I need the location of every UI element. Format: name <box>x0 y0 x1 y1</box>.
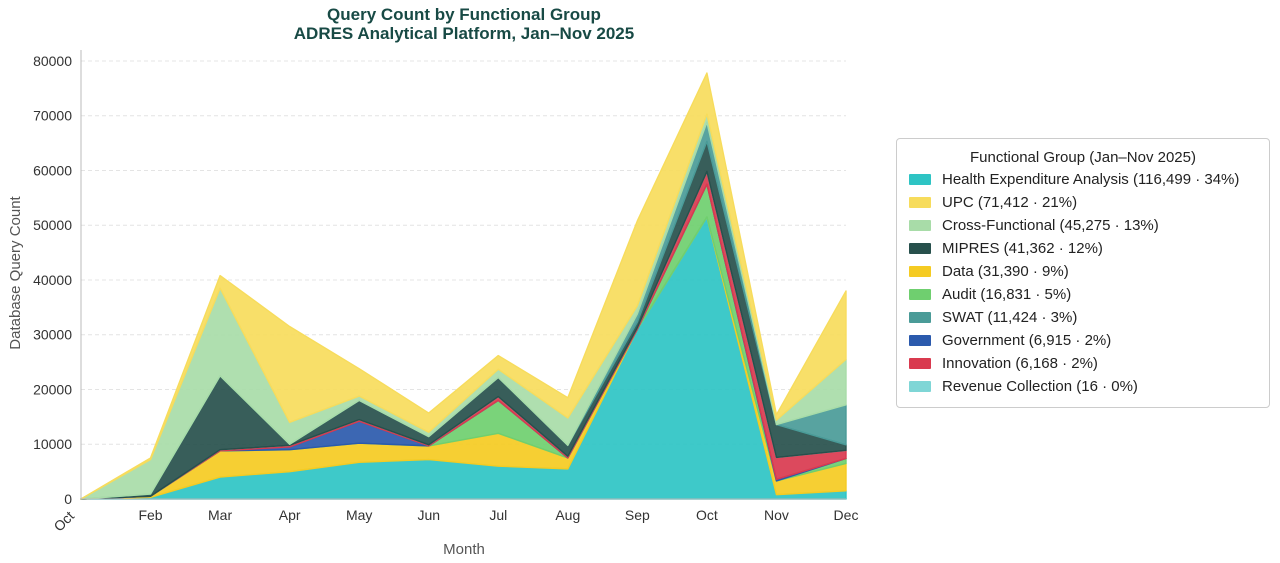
x-tick-label: Apr <box>279 507 301 523</box>
legend-item: Innovation (6,168 · 2%) <box>909 352 1257 375</box>
x-tick-label: Oct <box>50 508 77 535</box>
legend-swatch <box>909 335 931 346</box>
y-tick-labels: 0 10000 20000 30000 40000 50000 60000 70000 8000… <box>33 53 72 507</box>
y-tick-label: 40000 <box>33 272 72 288</box>
legend-swatch <box>909 197 931 208</box>
y-tick-label: 0 <box>64 491 72 507</box>
legend-label: SWAT (11,424 · 3%) <box>942 309 1078 326</box>
x-tick-label: Nov <box>764 507 789 523</box>
legend-item: Government (6,915 · 2%) <box>909 329 1257 352</box>
x-tick-label: Aug <box>555 507 580 523</box>
legend-label: Innovation (6,168 · 2%) <box>942 355 1098 372</box>
y-axis-label: Database Query Count <box>7 195 24 349</box>
legend-item: Revenue Collection (16 · 0%) <box>909 375 1257 398</box>
legend-label: UPC (71,412 · 21%) <box>942 194 1078 211</box>
legend-label: Government (6,915 · 2%) <box>942 332 1112 349</box>
area-series <box>80 72 847 500</box>
x-tick-label: May <box>346 507 372 523</box>
area-upc <box>80 72 847 500</box>
x-axis-label: Month <box>443 541 485 558</box>
legend-label: Audit (16,831 · 5%) <box>942 286 1072 303</box>
legend-item: MIPRES (41,362 · 12%) <box>909 237 1257 260</box>
legend-swatch <box>909 358 931 369</box>
legend-swatch <box>909 289 931 300</box>
y-tick-label: 10000 <box>33 436 72 452</box>
y-tick-label: 60000 <box>33 162 72 178</box>
legend-swatch <box>909 220 931 231</box>
x-tick-label: Mar <box>208 507 232 523</box>
legend-swatch <box>909 312 931 323</box>
legend-label: Cross-Functional (45,275 · 13%) <box>942 217 1159 234</box>
y-tick-label: 20000 <box>33 381 72 397</box>
x-tick-label: Oct <box>696 507 718 523</box>
x-tick-label: Jul <box>489 507 507 523</box>
legend-item: UPC (71,412 · 21%) <box>909 191 1257 214</box>
legend-swatch <box>909 174 931 185</box>
legend-swatch <box>909 266 931 277</box>
legend-label: Health Expenditure Analysis (116,499 · 3… <box>942 171 1240 188</box>
legend-label: Revenue Collection (16 · 0%) <box>942 378 1138 395</box>
chart-subtitle: ADRES Analytical Platform, Jan–Nov 2025 <box>294 24 634 43</box>
legend-item: Audit (16,831 · 5%) <box>909 283 1257 306</box>
y-tick-label: 50000 <box>33 217 72 233</box>
legend-label: Data (31,390 · 9%) <box>942 263 1069 280</box>
legend-swatch <box>909 381 931 392</box>
legend-item: SWAT (11,424 · 3%) <box>909 306 1257 329</box>
y-tick-label: 70000 <box>33 108 72 124</box>
legend-swatch <box>909 243 931 254</box>
legend-item: Cross-Functional (45,275 · 13%) <box>909 214 1257 237</box>
legend-item: Health Expenditure Analysis (116,499 · 3… <box>909 168 1257 191</box>
legend-item: Data (31,390 · 9%) <box>909 260 1257 283</box>
y-tick-label: 30000 <box>33 327 72 343</box>
x-tick-label: Feb <box>138 507 162 523</box>
legend: Functional Group (Jan–Nov 2025) Health E… <box>896 138 1270 408</box>
x-tick-label: Jun <box>417 507 440 523</box>
axes <box>80 50 846 500</box>
chart-title: Query Count by Functional Group <box>327 5 601 24</box>
x-tick-label: Sep <box>625 507 650 523</box>
legend-title: Functional Group (Jan–Nov 2025) <box>970 149 1196 166</box>
x-tick-labels: Oct Feb Mar Apr May Jun Jul Aug Sep Oct Nov Dec <box>50 507 858 535</box>
x-tick-label: Dec <box>834 507 859 523</box>
legend-label: MIPRES (41,362 · 12%) <box>942 240 1103 257</box>
legend-items: Health Expenditure Analysis (116,499 · 3… <box>909 168 1257 398</box>
y-tick-label: 80000 <box>33 53 72 69</box>
